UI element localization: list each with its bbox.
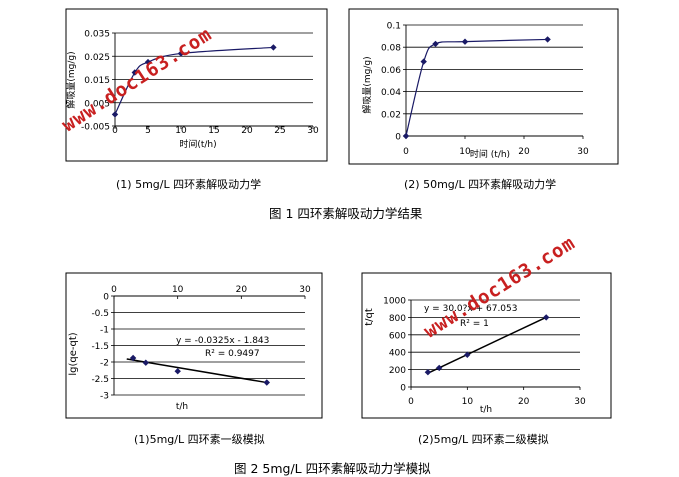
data-point bbox=[131, 69, 138, 76]
data-point bbox=[544, 36, 551, 43]
y-tick-label: 400 bbox=[389, 349, 406, 359]
y-tick-label: -2.5 bbox=[91, 375, 109, 385]
y-tick-label: 0.02 bbox=[381, 110, 401, 120]
data-point bbox=[129, 354, 137, 362]
y-tick-label: 600 bbox=[389, 331, 406, 341]
data-point bbox=[144, 58, 152, 66]
data-point bbox=[424, 369, 432, 376]
data-point bbox=[402, 132, 410, 140]
data-point bbox=[432, 40, 439, 48]
subplot-4-caption: (2)5mg/L 四环素二级模拟 bbox=[418, 433, 549, 446]
trendline-equation: y = -0.0325x - 1.843 bbox=[176, 336, 269, 346]
y-tick-label: 200 bbox=[389, 366, 406, 376]
x-tick-label: 30 bbox=[307, 126, 319, 136]
r-squared-label: R² = 0.9497 bbox=[205, 349, 260, 359]
x-tick-label: 0 bbox=[408, 397, 414, 407]
data-point bbox=[111, 111, 119, 118]
y-tick-label: -1 bbox=[100, 326, 109, 336]
x-tick-label: 30 bbox=[577, 147, 589, 157]
y-tick-label: 800 bbox=[389, 314, 406, 324]
trendline bbox=[126, 358, 267, 384]
x-axis-title: 时间 (t/h) bbox=[470, 148, 510, 160]
data-point bbox=[174, 368, 181, 375]
subplot-2-caption: (2) 50mg/L 四环素解吸动力学 bbox=[404, 178, 557, 191]
x-tick-label: 10 bbox=[459, 147, 471, 157]
x-tick-label: 10 bbox=[172, 285, 184, 295]
x-axis-title: t/h bbox=[480, 405, 492, 415]
data-point bbox=[464, 351, 471, 358]
data-point bbox=[263, 379, 270, 386]
y-tick-label: -1.5 bbox=[91, 342, 109, 352]
y-axis-title: 解吸量(mg/g) bbox=[361, 56, 373, 113]
y-tick-label: 0.035 bbox=[84, 30, 110, 40]
figure-1-caption: 图 1 四环素解吸动力学结果 bbox=[269, 206, 423, 221]
x-tick-label: 0 bbox=[111, 285, 117, 295]
trendline bbox=[427, 316, 547, 374]
data-point bbox=[461, 38, 469, 45]
y-tick-label: 0 bbox=[395, 133, 401, 143]
x-tick-label: 10 bbox=[462, 397, 474, 407]
y-tick-label: -2 bbox=[100, 359, 109, 369]
y-tick-label: 0.04 bbox=[381, 88, 401, 98]
subplot-1-caption: (1) 5mg/L 四环素解吸动力学 bbox=[116, 178, 262, 191]
chart-frame bbox=[348, 8, 619, 165]
y-tick-label: 0 bbox=[103, 293, 109, 303]
data-point bbox=[420, 58, 427, 65]
x-tick-label: 5 bbox=[145, 126, 151, 136]
y-tick-label: -0.005 bbox=[81, 123, 110, 133]
x-tick-label: 30 bbox=[574, 397, 586, 407]
x-axis-title: t/h bbox=[176, 402, 188, 412]
x-tick-label: 25 bbox=[274, 126, 285, 136]
y-tick-label: 0.005 bbox=[84, 99, 110, 109]
x-tick-label: 10 bbox=[175, 126, 187, 136]
x-tick-label: 30 bbox=[299, 285, 311, 295]
x-tick-label: 20 bbox=[241, 126, 253, 136]
subplot-3-caption: (1)5mg/L 四环素一级模拟 bbox=[134, 433, 265, 446]
x-axis-title: 时间(t/h) bbox=[179, 138, 216, 150]
x-tick-label: 20 bbox=[518, 147, 530, 157]
y-axis-title: 解吸量(mg/g) bbox=[65, 51, 77, 108]
data-point bbox=[177, 50, 185, 57]
x-tick-label: 15 bbox=[208, 126, 219, 136]
y-tick-label: 0.015 bbox=[84, 76, 110, 86]
y-tick-label: 0.025 bbox=[84, 53, 110, 63]
y-tick-label: -0.5 bbox=[91, 309, 109, 319]
x-tick-label: 0 bbox=[403, 147, 409, 157]
figure-2-caption: 图 2 5mg/L 四环素解吸动力学模拟 bbox=[234, 461, 431, 476]
data-point bbox=[270, 44, 277, 51]
r-squared-label: R² = 1 bbox=[460, 319, 489, 329]
y-tick-label: 0.06 bbox=[381, 66, 401, 76]
y-tick-label: 0.08 bbox=[381, 44, 401, 54]
y-axis-title: lg(qe-qt) bbox=[68, 332, 79, 375]
x-tick-label: 20 bbox=[236, 285, 248, 295]
x-tick-label: 20 bbox=[518, 397, 530, 407]
y-tick-label: 0 bbox=[400, 384, 406, 394]
trendline-equation: y = 30.0?x + 67.053 bbox=[424, 304, 518, 314]
y-tick-label: 1000 bbox=[383, 297, 406, 307]
data-point bbox=[543, 314, 550, 321]
data-point bbox=[436, 364, 443, 372]
data-point bbox=[142, 359, 149, 366]
y-tick-label: -3 bbox=[100, 392, 109, 402]
y-axis-title: t/qt bbox=[364, 308, 375, 326]
chart-frame bbox=[65, 8, 328, 162]
y-tick-label: 0.1 bbox=[387, 22, 401, 32]
x-tick-label: 0 bbox=[112, 126, 118, 136]
